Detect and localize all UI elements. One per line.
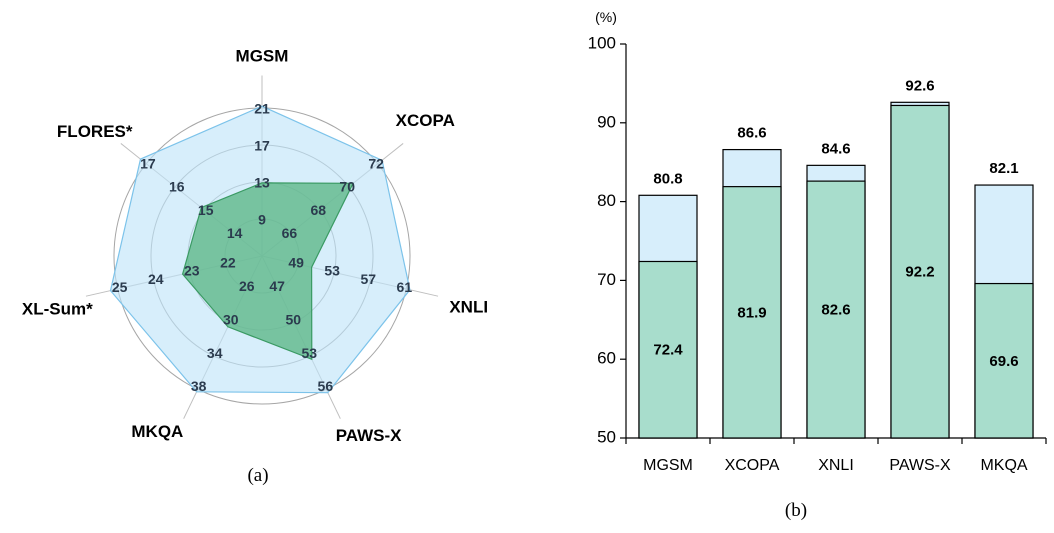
radar-axis-name: MGSM [236,47,289,66]
radar-chart: 9 13 17 21 66 68 70 72 49 53 57 61 47 50 53 56 26 30 34 38 2… [22,47,488,445]
radar-ring-label: 57 [360,271,376,287]
x-category-label: MGSM [643,457,693,474]
radar-ring-label: 49 [288,254,304,270]
radar-ring-label: 56 [318,378,334,394]
radar-ring-label: 21 [254,101,270,117]
bar-base-label: 82.6 [821,302,850,319]
radar-ring-label: 38 [191,378,207,394]
y-axis-unit: (%) [595,9,617,25]
radar-ring-label: 13 [254,175,270,191]
y-tick-label: 90 [597,112,616,131]
bar-total-label: 84.6 [821,140,850,157]
radar-ring-label: 70 [339,179,355,195]
bar-total-label: 92.6 [905,77,934,94]
radar-ring-label: 14 [227,225,243,241]
radar-ring-label: 72 [368,156,384,172]
x-category-label: MKQA [980,457,1027,474]
x-category-label: XCOPA [725,457,780,474]
radar-ring-label: 25 [112,279,128,295]
bar-chart: 50 60 70 80 90 100 (%) 80.8 72.4 MGSM 86.6 81.9 XCOP… [588,9,1047,474]
radar-ring-label: 15 [198,202,214,218]
y-tick-label: 100 [588,33,616,52]
radar-ring-label: 53 [324,263,340,279]
radar-axis-name: XNLI [449,298,488,317]
radar-series-area [181,182,355,361]
radar-ring-label: 61 [397,279,413,295]
radar-ring-label: 16 [169,179,185,195]
y-tick-label: 50 [597,427,616,446]
radar-ring-label: 53 [302,345,318,361]
radar-ring-label: 23 [184,263,200,279]
radar-ring-label: 66 [282,225,298,241]
radar-axis-name: PAWS-X [336,426,402,445]
bar-total-label: 86.6 [737,125,766,142]
bar-base [974,282,1034,439]
radar-ring-label: 9 [258,212,266,228]
y-tick-label: 70 [597,270,616,289]
bar-base-label: 72.4 [653,342,683,359]
bar-base-label: 81.9 [737,304,766,321]
radar-ring-label: 34 [207,345,223,361]
bar-base [890,104,950,439]
radar-axis-name: XL-Sum* [22,300,93,319]
y-tick-label: 80 [597,191,616,210]
caption-b: (b) [785,500,807,521]
caption-a: (a) [247,465,268,486]
bar-base [722,186,782,439]
bar-total-label: 82.1 [989,160,1018,177]
bar-total-label: 80.8 [653,170,682,187]
radar-ring-label: 68 [311,202,327,218]
x-category-label: PAWS-X [889,457,951,474]
radar-axis-name: FLORES* [57,122,133,141]
radar-ring-label: 30 [223,312,239,328]
radar-ring-label: 47 [269,278,285,294]
radar-ring-label: 26 [239,278,255,294]
bar-base-label: 92.2 [905,264,934,281]
radar-ring-label: 17 [140,156,156,172]
radar-ring-label: 17 [254,138,270,154]
bar-base [806,180,866,439]
y-tick-label: 60 [597,349,616,368]
bar-base [638,260,698,439]
radar-ring-label: 50 [285,312,301,328]
radar-axis-name: MKQA [131,422,183,441]
radar-ring-label: 24 [148,271,164,287]
x-category-label: XNLI [818,457,854,474]
radar-axis-name: XCOPA [396,111,455,130]
radar-ring-label: 22 [220,254,236,270]
bar-base-label: 69.6 [989,353,1018,370]
